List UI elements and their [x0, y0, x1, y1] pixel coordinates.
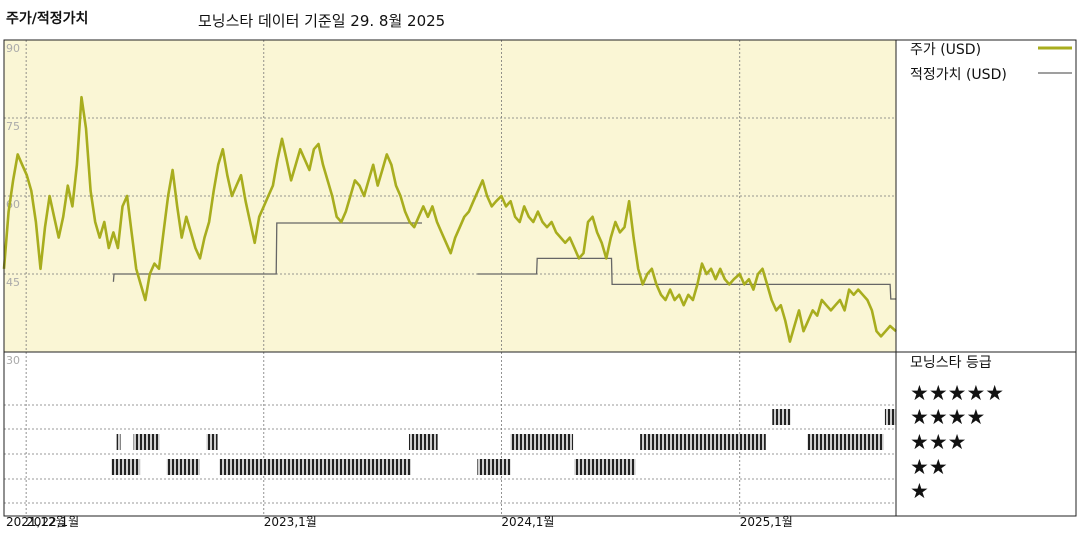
x-tick-label: 2025,1월: [740, 515, 793, 529]
x-tick-label: 2022,1월: [26, 515, 79, 529]
rating-level-2-stars: ★★: [910, 455, 948, 479]
rating-bar-3-star: [133, 434, 160, 450]
rating-bar-3-star: [510, 434, 574, 450]
x-tick-label: 2021,12월: [6, 515, 67, 529]
chart-frame: [3, 39, 1077, 517]
y-tick-label: 75: [6, 120, 20, 133]
rating-level-5-stars: ★★★★★: [910, 381, 1004, 405]
y-tick-label: 30: [6, 354, 20, 367]
rating-bar-3-star: [206, 434, 218, 450]
legend-price-label: 주가 (USD): [910, 42, 981, 58]
rating-bar-2-star: [166, 459, 200, 475]
rating-bar-4-star: [772, 409, 791, 425]
fair-value-segment: [477, 257, 896, 300]
rating-bar-2-star: [477, 459, 511, 475]
rating-bar-3-star: [640, 434, 766, 450]
rating-bar-2-star: [574, 459, 636, 475]
rating-bar-4-star: [884, 409, 896, 425]
rating-bar-2-star: [219, 459, 411, 475]
fair-value-segment: [112, 222, 422, 282]
rating-bars: [111, 409, 896, 475]
rating-bar-3-star: [408, 434, 438, 450]
fair-value-lines: [112, 222, 896, 300]
rating-bar-2-star: [111, 459, 141, 475]
price-line: [2, 95, 897, 343]
grid-lines: [4, 40, 896, 516]
chart-left-title: 주가/적정가치: [6, 11, 89, 27]
y-tick-label: 90: [6, 42, 20, 55]
rating-level-1-star: ★: [910, 479, 929, 503]
rating-level-4-stars: ★★★★: [910, 405, 985, 429]
legend-fair-value-label: 적정가치 (USD): [910, 67, 1007, 83]
x-tick-label: 2024,1월: [501, 515, 554, 529]
x-tick-label: 2023,1월: [264, 515, 317, 529]
legend: 주가 (USD) 적정가치 (USD): [910, 42, 1072, 83]
rating-bar-3-star: [807, 434, 884, 450]
rating-level-3-stars: ★★★: [910, 430, 966, 454]
data-source-date: 모닝스타 데이터 기준일 29. 8월 2025: [198, 12, 446, 30]
rating-panel-title: 모닝스타 등급: [910, 355, 992, 371]
rating-bar-3-star: [116, 434, 121, 450]
y-tick-label: 45: [6, 276, 20, 289]
